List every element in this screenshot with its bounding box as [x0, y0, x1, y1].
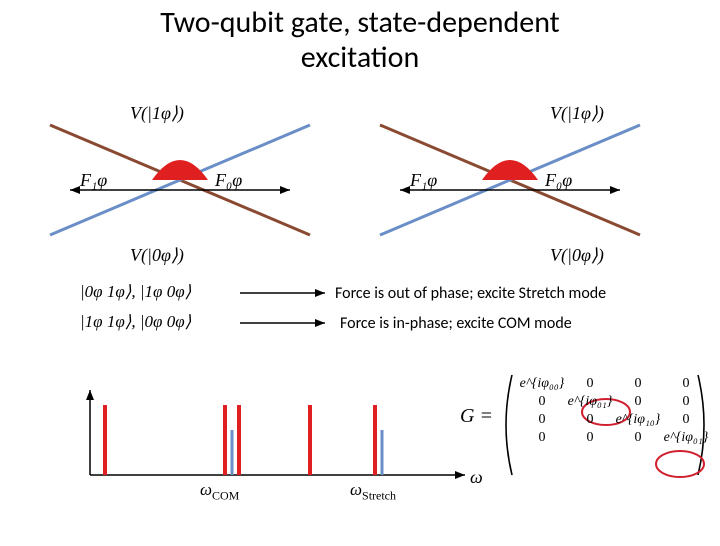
label-F0-right: F₀φ [545, 170, 572, 191]
label-F1-left: F₁φ [80, 170, 107, 191]
in-phase-text: Force is in-phase; excite COM mode [340, 314, 572, 333]
omega-label: ω [470, 467, 483, 488]
label-V1-left: V(|1φ⟩) [130, 103, 184, 124]
label-F1-right: F₁φ [410, 170, 437, 191]
label-V0-right: V(|0φ⟩) [550, 245, 604, 266]
G-equals: G = [460, 405, 493, 428]
out-of-phase-text: Force is out of phase; excite Stretch mo… [335, 284, 606, 303]
label-V0-left: V(|0φ⟩) [130, 245, 184, 266]
diagram-area: V(|1φ⟩) V(|0φ⟩) F₁φ F₀φ V(|1φ⟩) V(|0φ⟩) … [0, 75, 720, 535]
matrix-table: e^{iφ₀₀} 0 0 0 0 e^{iφ₀₁} 0 0 0 0 e^{iφ₁… [518, 375, 710, 447]
omega-com: ωCOM [200, 480, 239, 503]
label-F0-left: F₀φ [215, 170, 242, 191]
title-line-2: excitation [301, 39, 419, 76]
omega-stretch: ωStretch [350, 480, 396, 503]
crossings-svg [0, 85, 720, 265]
title-line-1: Two-qubit gate, state-dependent [160, 4, 559, 41]
label-V1-right: V(|1φ⟩) [550, 103, 604, 124]
